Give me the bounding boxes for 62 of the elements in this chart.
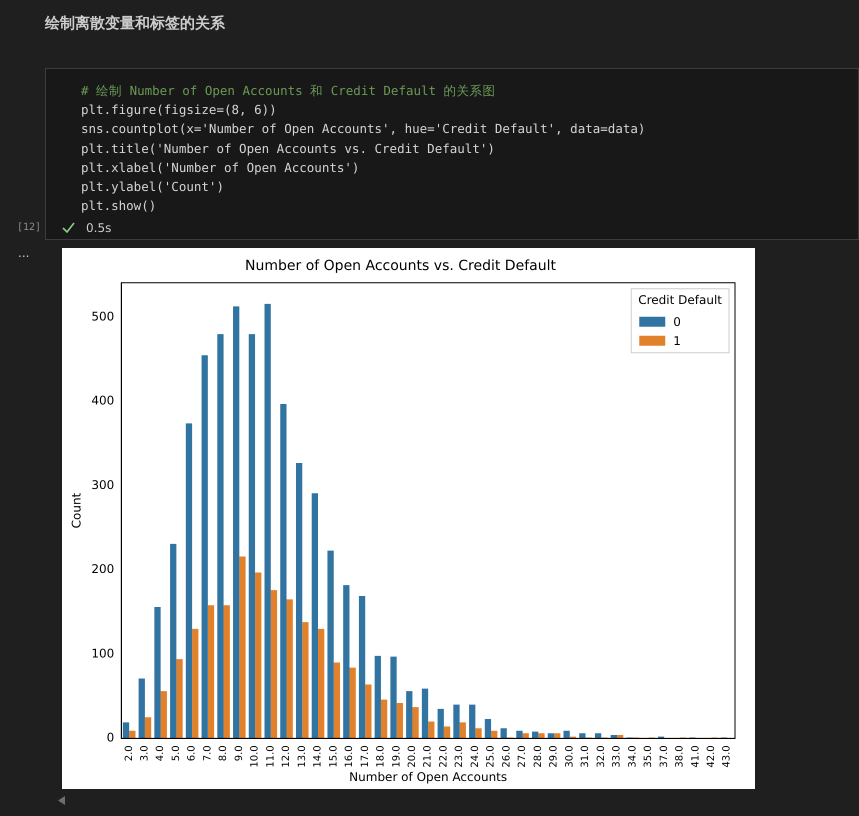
x-tick-label: 27.0 [517,745,528,768]
x-tick-label: 24.0 [470,745,481,768]
text: plt.ylabel('Count') [81,178,225,196]
y-axis-title: Count [69,492,84,528]
y-tick-label: 300 [91,478,114,492]
x-tick-label: 30.0 [564,745,576,768]
x-tick-label: 38.0 [674,745,686,768]
y-tick-label: 500 [91,309,114,324]
y-tick-label: 200 [91,562,114,576]
x-tick-label: 43.0 [722,745,733,768]
x-tick-label: 20.0 [407,745,418,768]
x-tick-label: 14.0 [312,745,324,768]
chart-title: Number of Open Accounts vs. Credit Default [245,258,556,274]
text: # 绘制 Number of Open Accounts 和 Credit Default 的关系图 [81,82,497,100]
x-tick-label: 5.0 [170,745,182,762]
y-tick-label: 100 [91,646,114,660]
x-tick-label: 2.0 [124,745,135,762]
x-tick-label: 32.0 [596,745,607,768]
x-tick-label: 9.0 [234,745,245,762]
x-tick-label: 8.0 [218,745,230,762]
x-tick-label: 42.0 [706,745,717,768]
text: plt.title('Number of Open Accounts vs. Credit Default') [81,140,496,158]
text: plt.figure(figsize=(8, 6)) [81,101,278,120]
x-tick-label: 26.0 [501,745,512,768]
x-tick-label: 31.0 [580,745,592,768]
x-tick-label: 4.0 [155,745,166,762]
legend-title: Credit Default [638,292,722,307]
y-tick-label: 0 [106,730,114,744]
x-tick-label: 18.0 [376,745,387,768]
x-tick-label: 16.0 [344,745,356,768]
x-tick-label: 22.0 [438,745,450,768]
x-tick-label: 21.0 [422,745,434,768]
x-tick-label: 41.0 [690,745,702,768]
x-tick-label: 37.0 [658,745,670,768]
text: sns.countplot(x='Number of Open Accounts', hue='Credit Default', data=data) [81,120,646,138]
y-tick-label: 400 [91,394,114,408]
x-tick-label: 11.0 [265,745,276,768]
x-tick-label: 7.0 [202,745,214,762]
x-tick-label: 17.0 [360,745,371,768]
text: 0.5s [86,221,112,235]
text: plt.show() [81,197,158,216]
x-tick-label: 29.0 [548,745,560,768]
x-tick-label: 6.0 [186,745,198,762]
x-tick-label: 34.0 [627,745,638,768]
legend-label: 1 [673,334,681,348]
x-tick-label: 10.0 [250,745,261,768]
x-tick-label: 23.0 [454,745,466,768]
legend-label: 0 [673,314,681,329]
x-tick-label: 3.0 [140,745,150,762]
x-tick-label: 28.0 [532,745,544,768]
x-axis-title: Number of Open Accounts [349,770,508,784]
text: plt.xlabel('Number of Open Accounts') [81,158,360,177]
x-tick-label: 19.0 [391,745,402,768]
x-tick-label: 35.0 [643,745,654,768]
x-tick-label: 15.0 [328,745,340,768]
text: ... [18,246,30,260]
x-tick-label: 33.0 [612,745,623,768]
x-tick-label: 12.0 [281,745,292,768]
text: 绘制离散变量和标签的关系 [45,14,225,33]
x-tick-label: 13.0 [296,745,308,768]
text: [12] [17,222,42,233]
x-tick-label: 25.0 [486,745,497,768]
